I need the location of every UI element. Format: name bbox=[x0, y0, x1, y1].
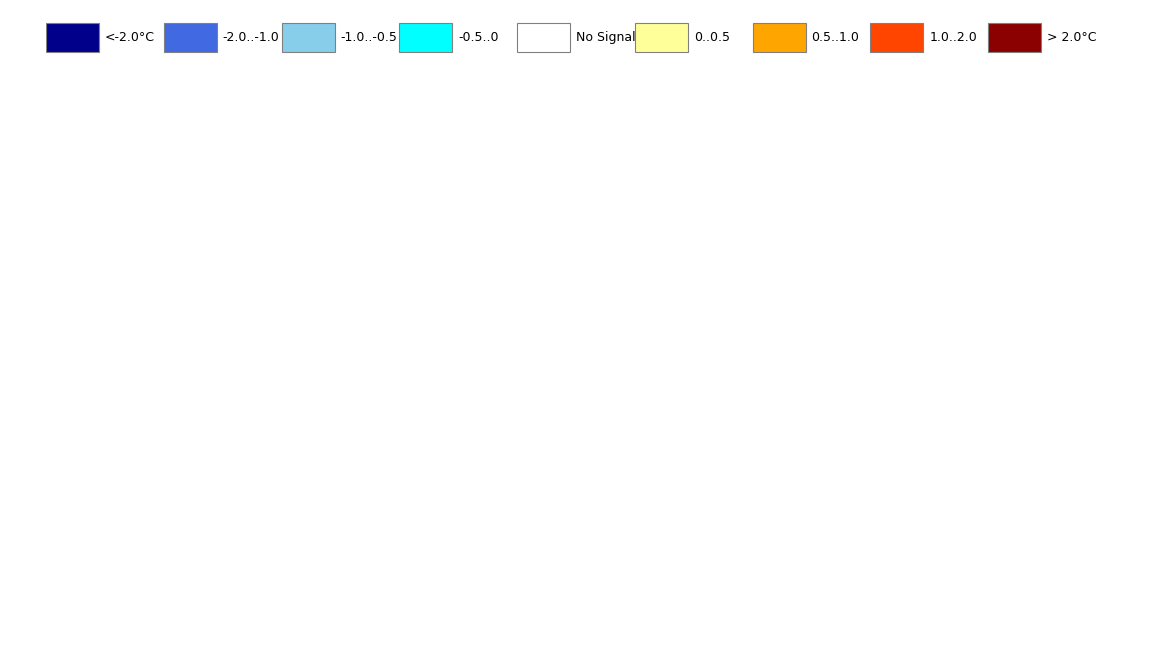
Bar bbox=[752, 23, 805, 52]
Text: > 2.0°C: > 2.0°C bbox=[1047, 31, 1097, 44]
Bar bbox=[46, 23, 99, 52]
Text: -2.0..-1.0: -2.0..-1.0 bbox=[222, 31, 280, 44]
Bar bbox=[281, 23, 334, 52]
Text: -0.5..0: -0.5..0 bbox=[458, 31, 499, 44]
Text: 0.5..1.0: 0.5..1.0 bbox=[811, 31, 859, 44]
Bar bbox=[635, 23, 688, 52]
Bar bbox=[400, 23, 453, 52]
Bar bbox=[871, 23, 924, 52]
Bar bbox=[988, 23, 1041, 52]
Text: 1.0..2.0: 1.0..2.0 bbox=[930, 31, 977, 44]
Text: 0..0.5: 0..0.5 bbox=[694, 31, 729, 44]
Text: -1.0..-0.5: -1.0..-0.5 bbox=[341, 31, 397, 44]
Bar bbox=[517, 23, 570, 52]
Bar bbox=[164, 23, 217, 52]
Text: <-2.0°C: <-2.0°C bbox=[105, 31, 156, 44]
Text: No Signal: No Signal bbox=[576, 31, 636, 44]
